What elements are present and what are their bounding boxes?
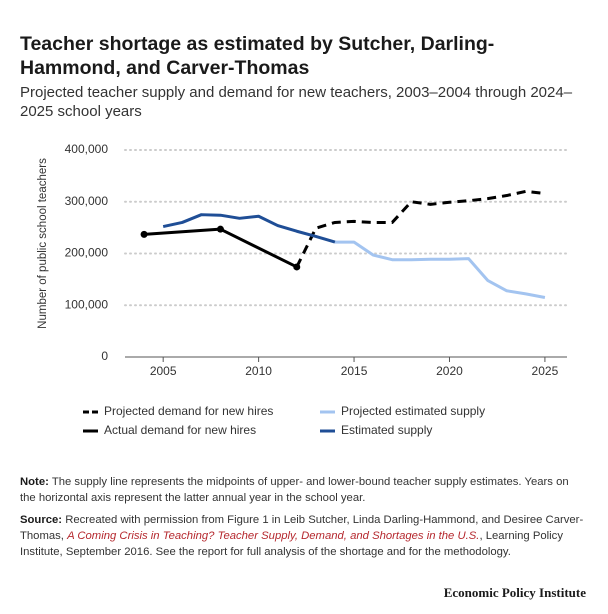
legend-label: Estimated supply: [341, 423, 432, 437]
x-tick-label: 2010: [245, 364, 272, 378]
series-line: [162, 213, 336, 244]
y-tick-label: 400,000: [65, 142, 109, 156]
point: [140, 230, 148, 238]
series-line: [295, 189, 546, 268]
source-text: , Learning Policy Institute, September 2…: [20, 530, 563, 558]
chart-subtitle: Projected teacher supply and demand for …: [20, 84, 573, 120]
series-line: [143, 227, 298, 269]
source: Source: Recreated with permission from F…: [20, 512, 585, 560]
note-label: Note:: [20, 476, 49, 488]
source-label: Source:: [20, 514, 63, 526]
source-text: Recreated with permission from Figure 1 …: [20, 514, 584, 542]
note: Note: The supply line represents the mid…: [20, 474, 585, 506]
x-tick-label: 2020: [436, 364, 463, 378]
series-line: [334, 240, 546, 299]
notes: Note: The supply line represents the mid…: [20, 474, 585, 566]
source-link[interactable]: A Coming Crisis in Teaching? Teacher Sup…: [67, 530, 480, 542]
y-tick-label: 200,000: [65, 246, 109, 260]
x-tick-label: 2015: [341, 364, 368, 378]
legend-label: Projected demand for new hires: [104, 404, 273, 418]
legend-label: Actual demand for new hires: [104, 423, 256, 437]
x-tick-label: 2025: [532, 364, 559, 378]
y-tick-label: 300,000: [65, 194, 109, 208]
point: [293, 263, 301, 271]
y-tick-label: 100,000: [65, 297, 109, 311]
note-text: The supply line represents the midpoints…: [20, 476, 569, 504]
point: [216, 225, 224, 233]
legend-label: Projected estimated supply: [341, 404, 485, 418]
y-axis-label: Number of public school teachers: [37, 158, 49, 329]
x-tick-label: 2005: [150, 364, 177, 378]
chart-title: Teacher shortage as estimated by Sutcher…: [20, 33, 495, 79]
chart: 0 100,000 200,000 300,000 400,000 2005 2010 201…: [37, 142, 568, 437]
y-tick-label: 0: [101, 349, 108, 363]
footer: Economic Policy Institute: [443, 585, 586, 600]
